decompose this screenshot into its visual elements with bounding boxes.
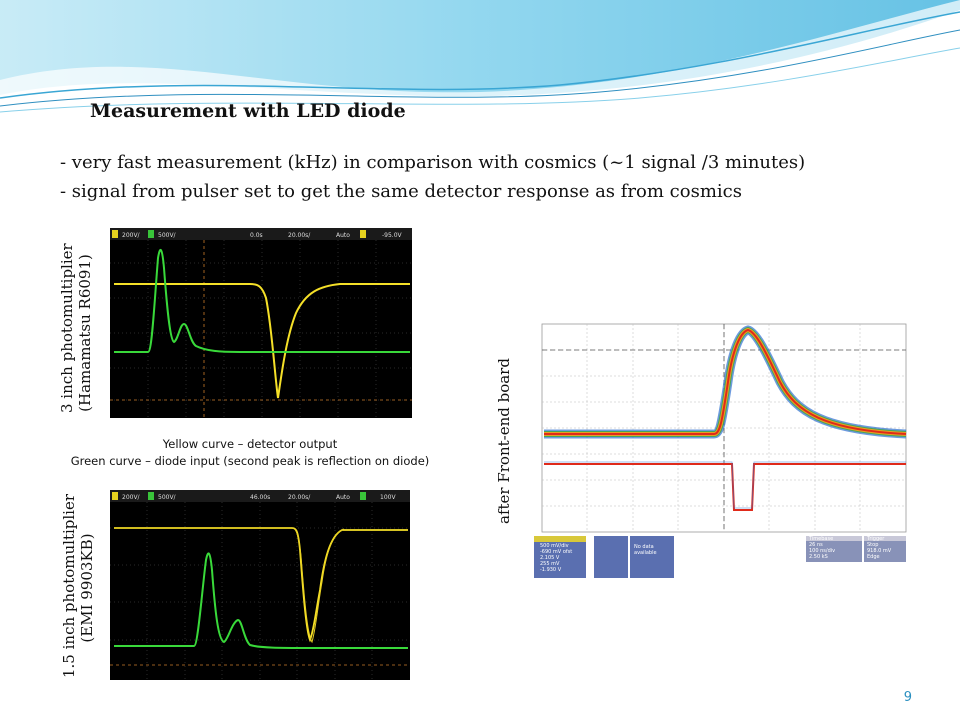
top-scope-label-line2: (Hamamatsu R6091) — [76, 254, 94, 412]
bottom-oscilloscope-screenshot: 200V/ 500V/ 46.00s 20.00s/ Auto 100V — [110, 490, 410, 680]
top-oscilloscope-screenshot: 200V/ 500V/ 0.0s 20.00s/ Auto -95.0V — [110, 228, 412, 418]
fe-stat: 100 ns/div — [809, 548, 836, 554]
slide-title: Measurement with LED diode — [90, 100, 406, 122]
bottom-scope-status: 500V/ — [158, 494, 177, 501]
fe-stat: Edge — [867, 554, 880, 560]
bottom-scope-status: 20.00s/ — [288, 494, 311, 501]
fe-stat: 918.0 mV — [867, 548, 892, 554]
fe-stat: available — [634, 550, 657, 556]
bullet-list: - very fast measurement (kHz) in compari… — [60, 148, 805, 206]
frontend-trigger-box: Trigger Stop 918.0 mV Edge — [867, 536, 891, 560]
top-scope-status: Auto — [336, 232, 350, 239]
caption-line1: Yellow curve – detector output — [162, 437, 338, 451]
bottom-scope-status: 100V — [380, 494, 396, 501]
frontend-channel-box: 500 mV/div -690 mV ofst 2.105 V 255 mV -… — [540, 543, 572, 573]
bottom-scope-status: Auto — [336, 494, 350, 501]
top-scope-status: 500V/ — [158, 232, 177, 239]
bottom-scope-label-line2: (EMI 9903KB) — [78, 533, 96, 643]
top-scope-label: 3 inch photomultiplier (Hamamatsu R6091) — [58, 243, 98, 413]
bottom-scope-label-line1: 1.5 inch photomultiplier — [60, 493, 78, 678]
fe-stat: 2.105 V — [540, 555, 560, 561]
caption-line2: Green curve – diode input (second peak i… — [70, 454, 430, 468]
fe-stat: No data — [634, 544, 654, 550]
top-scope-plot: 200V/ 500V/ 0.0s 20.00s/ Auto -95.0V — [110, 228, 412, 418]
bottom-scope-label: 1.5 inch photomultiplier (EMI 9903KB) — [60, 493, 100, 678]
scope-caption: Yellow curve – detector output Green cur… — [30, 436, 470, 470]
bottom-scope-status: 46.00s — [250, 494, 270, 501]
frontend-scope-plot — [534, 323, 907, 578]
fe-stat: -1.930 V — [540, 567, 562, 573]
bottom-scope-status: 200V/ — [122, 494, 141, 501]
fe-stat: Timebase — [809, 536, 834, 542]
fe-stat: 26 ns — [809, 542, 823, 548]
bullet-item: - signal from pulser set to get the same… — [60, 181, 742, 202]
frontend-oscilloscope-screenshot: 500 mV/div -690 mV ofst 2.105 V 255 mV -… — [534, 322, 910, 580]
fe-stat: 2.50 kS — [809, 554, 828, 560]
fe-stat: -690 mV ofst — [540, 549, 573, 555]
top-scope-status: -95.0V — [382, 232, 403, 239]
bottom-scope-plot: 200V/ 500V/ 46.00s 20.00s/ Auto 100V — [110, 490, 410, 680]
page-number: 9 — [903, 690, 912, 705]
fe-stat: Stop — [867, 542, 879, 548]
fe-stat: Trigger — [867, 536, 885, 542]
frontend-timebase-box: Timebase 26 ns 100 ns/div 2.50 kS — [809, 536, 835, 560]
fe-stat: 255 mV — [540, 561, 560, 567]
bullet-item: - very fast measurement (kHz) in compari… — [60, 152, 806, 173]
top-scope-status: 200V/ — [122, 232, 141, 239]
fe-stat: 500 mV/div — [540, 543, 569, 549]
top-scope-status: 20.00s/ — [288, 232, 311, 239]
frontend-label: after Front-end board — [495, 358, 513, 524]
top-scope-label-line1: 3 inch photomultiplier — [58, 243, 76, 413]
header-wave-decoration — [0, 0, 960, 113]
top-scope-status: 0.0s — [250, 232, 263, 239]
frontend-nodata-box: No data available — [634, 544, 657, 556]
